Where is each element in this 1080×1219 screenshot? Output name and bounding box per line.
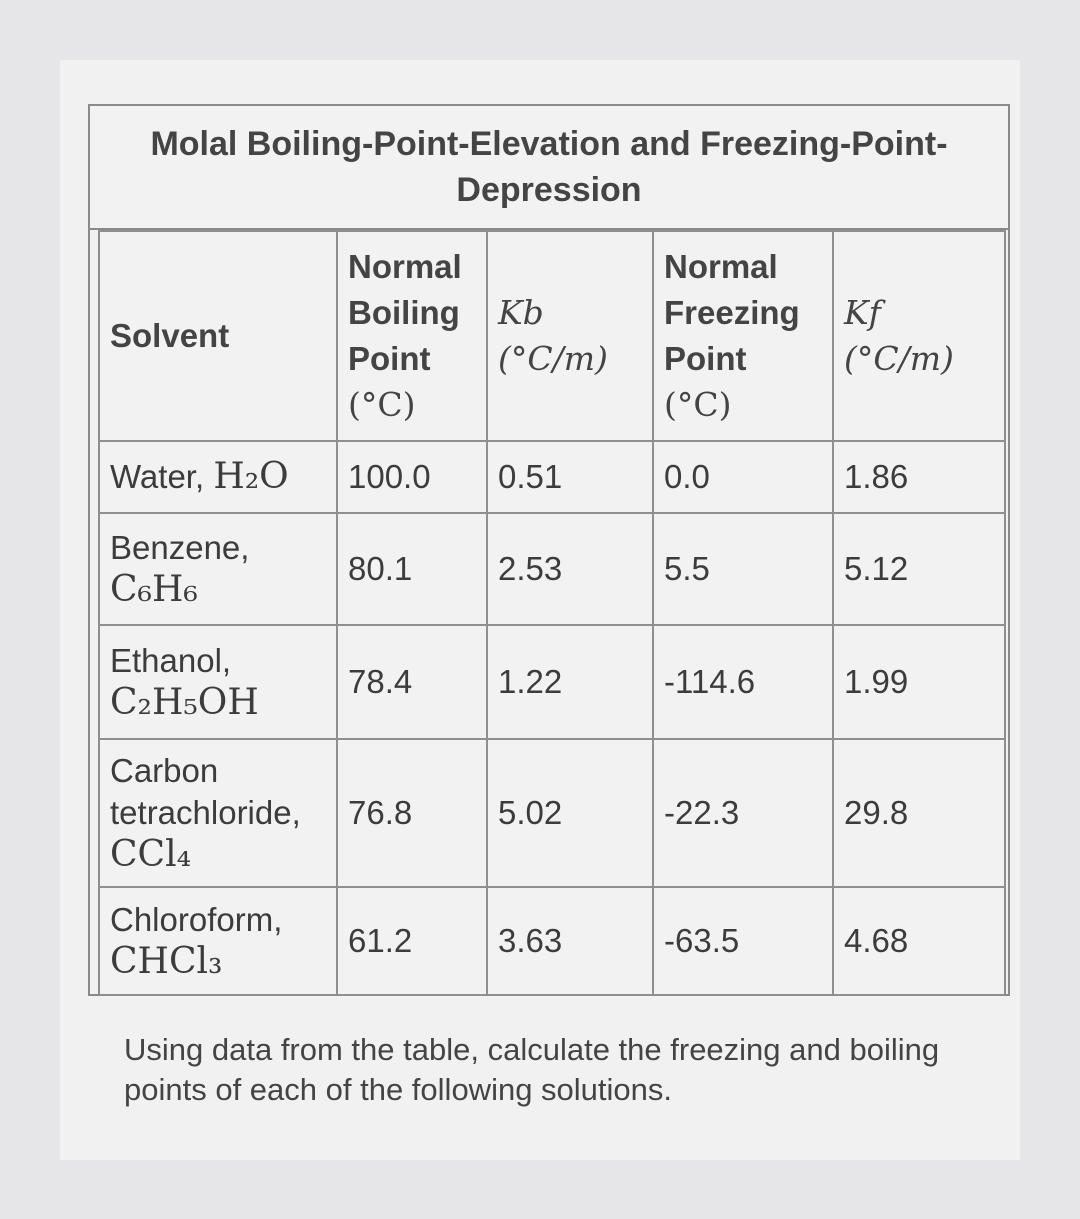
solvent-cell: Water, H₂O xyxy=(98,440,338,514)
header-kb: Kb (°C/m) xyxy=(486,230,654,442)
data-table-container: Molal Boiling-Point-Elevation and Freezi… xyxy=(88,104,1010,996)
solvent-formula: CHCl₃ xyxy=(110,941,223,982)
solvent-name: Ethanol, xyxy=(110,642,232,679)
freezing-point-cell: -22.3 xyxy=(652,738,834,888)
freezing-point-cell: -63.5 xyxy=(652,886,834,996)
solvent-cell: Carbon tetrachloride, CCl₄ xyxy=(98,738,338,888)
table-row-chloroform: Chloroform, CHCl₃ 61.2 3.63 -63.5 4.68 xyxy=(98,886,1006,996)
data-table: Solvent Normal Boiling Point (°C) Kb (°C… xyxy=(98,230,1006,996)
freezing-point-cell: -114.6 xyxy=(652,624,834,740)
header-kf: Kf (°C/m) xyxy=(832,230,1006,442)
solvent-name: Carbon xyxy=(110,752,219,789)
kb-cell: 5.02 xyxy=(486,738,654,888)
kb-cell: 0.51 xyxy=(486,440,654,514)
table-title: Molal Boiling-Point-Elevation and Freezi… xyxy=(150,125,948,209)
boiling-point-cell: 78.4 xyxy=(336,624,488,740)
solvent-name: Water, xyxy=(110,458,205,495)
solvent-cell: Chloroform, CHCl₃ xyxy=(98,886,338,996)
kf-cell: 5.12 xyxy=(832,512,1006,626)
solvent-formula: H₂O xyxy=(213,456,289,497)
table-row-carbon-tetrachloride: Carbon tetrachloride, CCl₄ 76.8 5.02 -22.3… xyxy=(98,738,1006,888)
kf-cell: 1.99 xyxy=(832,624,1006,740)
table-row-benzene: Benzene, C₆H₆ 80.1 2.53 5.5 5.12 xyxy=(98,512,1006,626)
kf-cell: 4.68 xyxy=(832,886,1006,996)
solvent-formula: C₂H₅OH xyxy=(110,682,259,723)
table-row-water: Water, H₂O 100.0 0.51 0.0 1.86 xyxy=(98,440,1006,514)
header-solvent: Solvent xyxy=(98,230,338,442)
kb-cell: 1.22 xyxy=(486,624,654,740)
solvent-cell: Ethanol, C₂H₅OH xyxy=(98,624,338,740)
solvent-formula: C₆H₆ xyxy=(110,569,198,610)
table-title-row: Molal Boiling-Point-Elevation and Freezi… xyxy=(90,106,1008,230)
boiling-point-cell: 76.8 xyxy=(336,738,488,888)
boiling-point-cell: 100.0 xyxy=(336,440,488,514)
boiling-point-cell: 61.2 xyxy=(336,886,488,996)
kb-cell: 2.53 xyxy=(486,512,654,626)
header-boiling-point: Normal Boiling Point (°C) xyxy=(336,230,488,442)
solvent-name-line2: tetrachloride, xyxy=(110,794,301,831)
kb-cell: 3.63 xyxy=(486,886,654,996)
solvent-formula: CCl₄ xyxy=(110,834,192,875)
solvent-name: Chloroform, xyxy=(110,901,283,938)
freezing-point-cell: 5.5 xyxy=(652,512,834,626)
solvent-name: Benzene, xyxy=(110,529,250,566)
table-row-ethanol: Ethanol, C₂H₅OH 78.4 1.22 -114.6 1.99 xyxy=(98,624,1006,740)
header-row: Solvent Normal Boiling Point (°C) Kb (°C… xyxy=(98,230,1006,442)
kf-cell: 1.86 xyxy=(832,440,1006,514)
instruction-text: Using data from the table, calculate the… xyxy=(124,1032,940,1107)
kf-cell: 29.8 xyxy=(832,738,1006,888)
header-freezing-point: Normal Freezing Point (°C) xyxy=(652,230,834,442)
solvent-cell: Benzene, C₆H₆ xyxy=(98,512,338,626)
boiling-point-cell: 80.1 xyxy=(336,512,488,626)
freezing-point-cell: 0.0 xyxy=(652,440,834,514)
